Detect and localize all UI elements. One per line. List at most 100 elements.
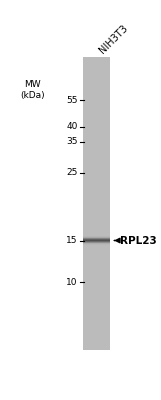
Bar (82, 215, 110, 218)
Bar (82, 119, 110, 122)
Bar (82, 244, 110, 248)
Bar (82, 130, 110, 133)
Text: 35: 35 (66, 138, 78, 146)
Text: 10: 10 (66, 278, 78, 286)
Bar (82, 291, 110, 294)
Bar (82, 160, 110, 162)
Bar (82, 286, 110, 288)
Bar (82, 224, 110, 227)
Bar (82, 104, 110, 107)
Bar (82, 212, 110, 215)
Bar (82, 198, 110, 201)
Bar (82, 250, 110, 253)
Bar (82, 315, 110, 318)
Bar (82, 306, 110, 309)
Bar (82, 189, 110, 192)
Bar (82, 335, 110, 338)
Bar (82, 162, 110, 166)
Bar (82, 95, 110, 98)
Bar (82, 142, 110, 145)
Bar (82, 271, 110, 274)
Bar (82, 166, 110, 168)
Bar (82, 256, 110, 259)
Bar (82, 253, 110, 256)
Text: 15: 15 (66, 236, 78, 245)
Bar (82, 294, 110, 297)
Bar (82, 107, 110, 110)
Text: MW
(kDa): MW (kDa) (20, 80, 45, 100)
Bar (82, 98, 110, 101)
Bar (82, 268, 110, 271)
Bar (82, 86, 110, 90)
Bar (82, 116, 110, 119)
Bar (82, 282, 110, 286)
Bar (82, 209, 110, 212)
Bar (82, 324, 110, 326)
Bar (82, 277, 110, 280)
Bar (82, 148, 110, 151)
Bar (82, 63, 110, 66)
Text: 40: 40 (66, 122, 78, 131)
Bar (82, 90, 110, 92)
Bar (82, 297, 110, 300)
Bar (82, 341, 110, 344)
Bar (82, 239, 110, 242)
Bar (82, 154, 110, 157)
Bar (82, 69, 110, 72)
Bar (82, 259, 110, 262)
Bar (82, 280, 110, 282)
Bar (82, 192, 110, 195)
Text: 25: 25 (66, 168, 78, 177)
Bar (82, 183, 110, 186)
Bar (82, 60, 110, 63)
Bar (82, 168, 110, 171)
Bar (82, 92, 110, 95)
Bar (82, 180, 110, 183)
Bar (82, 75, 110, 78)
Bar (82, 262, 110, 265)
Text: 55: 55 (66, 96, 78, 105)
Bar (82, 309, 110, 312)
Bar (82, 344, 110, 347)
Bar (82, 218, 110, 221)
Bar (82, 227, 110, 230)
Bar (82, 110, 110, 113)
Bar (82, 320, 110, 324)
Bar (82, 136, 110, 139)
Bar (82, 174, 110, 177)
Bar (82, 236, 110, 239)
Bar (82, 347, 110, 350)
Bar (82, 230, 110, 233)
Bar (82, 72, 110, 75)
Bar (82, 133, 110, 136)
Bar (82, 300, 110, 303)
Bar (82, 204, 110, 206)
Bar (82, 122, 110, 124)
Bar (82, 128, 110, 130)
Bar (82, 318, 110, 320)
Bar (82, 145, 110, 148)
Bar (82, 57, 110, 60)
Bar (82, 78, 110, 81)
Bar (82, 248, 110, 250)
Text: NIH3T3: NIH3T3 (97, 23, 129, 56)
Bar (82, 221, 110, 224)
Bar (82, 195, 110, 198)
Bar (82, 171, 110, 174)
Bar (82, 157, 110, 160)
Bar (82, 206, 110, 209)
Bar (82, 233, 110, 236)
Bar (82, 312, 110, 315)
Bar (82, 329, 110, 332)
Bar (82, 177, 110, 180)
Bar (82, 139, 110, 142)
Bar (82, 332, 110, 335)
Bar (82, 66, 110, 69)
Bar (82, 288, 110, 291)
Bar (82, 326, 110, 329)
Text: RPL23: RPL23 (120, 236, 157, 246)
Bar (82, 124, 110, 128)
Bar (82, 265, 110, 268)
Bar (82, 338, 110, 341)
Bar (82, 151, 110, 154)
